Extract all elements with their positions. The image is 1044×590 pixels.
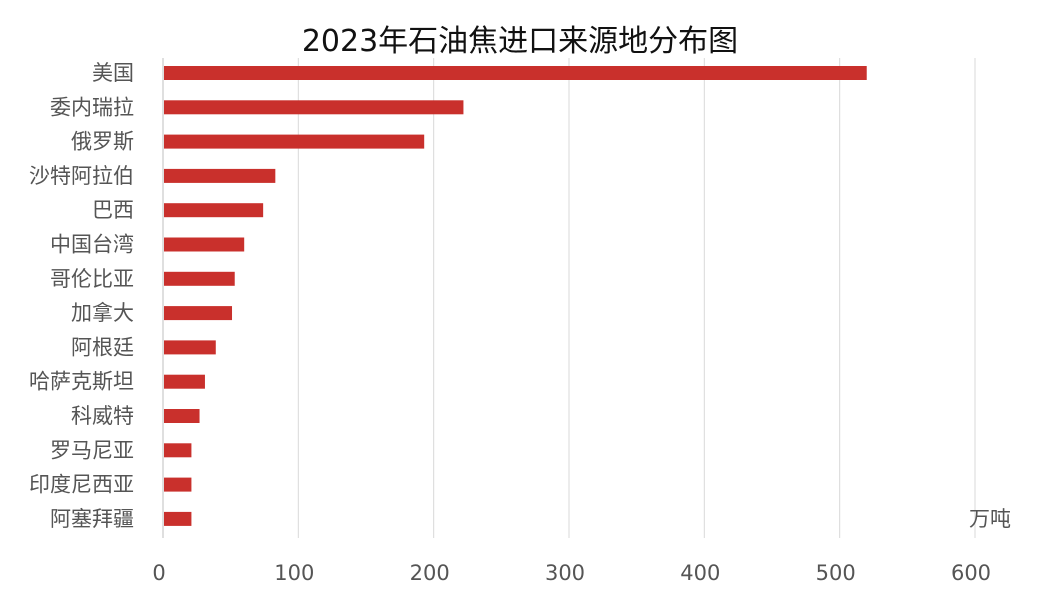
x-tick-label: 400 (680, 561, 720, 585)
x-tick-label: 600 (951, 561, 991, 585)
bar (164, 409, 200, 423)
bars (164, 66, 867, 526)
bar (164, 134, 425, 149)
bar (164, 203, 264, 218)
category-label: 沙特阿拉伯 (29, 164, 134, 188)
gridlines (162, 58, 976, 538)
category-label: 印度尼西亚 (29, 473, 134, 497)
bar (164, 374, 205, 389)
category-labels: 美国委内瑞拉俄罗斯沙特阿拉伯巴西中国台湾哥伦比亚加拿大阿根廷哈萨克斯坦科威特罗马… (29, 61, 134, 531)
category-label: 加拿大 (71, 301, 134, 325)
x-tick-label: 500 (816, 561, 856, 585)
x-tick-label: 300 (545, 561, 585, 585)
x-axis-unit-label: 万吨 (969, 507, 1011, 531)
bar (164, 511, 192, 526)
bar (164, 66, 867, 80)
x-tick-label: 200 (410, 561, 450, 585)
bar (164, 100, 464, 115)
category-label: 巴西 (92, 198, 134, 222)
category-label: 中国台湾 (50, 233, 134, 257)
bar (164, 477, 192, 492)
bar (164, 306, 233, 321)
category-label: 哥伦比亚 (50, 267, 134, 291)
category-label: 阿塞拜疆 (50, 507, 134, 531)
chart-title: 2023年石油焦进口来源地分布图 (302, 24, 738, 59)
category-label: 俄罗斯 (71, 130, 134, 154)
bar (164, 443, 192, 458)
category-label: 科威特 (71, 404, 134, 428)
category-label: 罗马尼亚 (50, 438, 134, 462)
category-label: 委内瑞拉 (50, 95, 134, 119)
category-label: 哈萨克斯坦 (29, 370, 134, 394)
bar (164, 237, 245, 252)
bar (164, 168, 276, 183)
x-axis-tick-labels: 0 100 200 300 400 500 600 (152, 561, 991, 585)
category-label: 美国 (92, 61, 134, 85)
x-tick-label: 100 (274, 561, 314, 585)
bar (164, 271, 235, 286)
x-tick-label: 0 (152, 561, 165, 585)
bar (164, 340, 216, 355)
category-label: 阿根廷 (71, 335, 134, 359)
